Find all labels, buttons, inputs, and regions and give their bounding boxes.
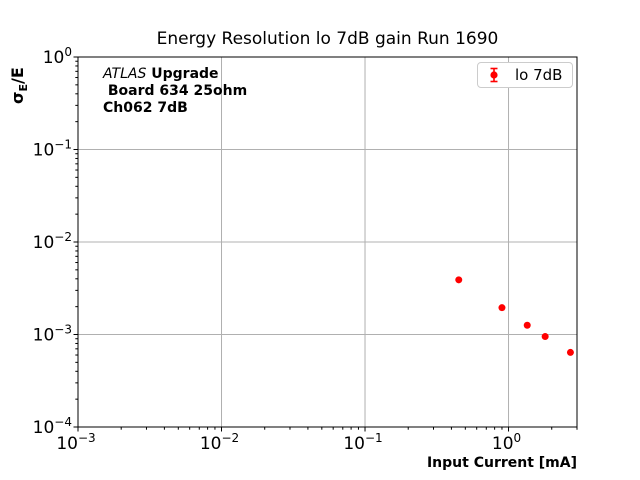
y-tick-labels: 10−4 10−3 10−2 10−1 100 — [33, 45, 72, 438]
svg-text:10−3: 10−3 — [56, 431, 95, 454]
x-axis-label: Input Current [mA] — [426, 455, 577, 471]
y-axis-label-rest: /E — [8, 67, 27, 85]
grid-lines — [78, 57, 577, 427]
data-point — [523, 321, 531, 329]
svg-text:10−1: 10−1 — [343, 431, 382, 454]
legend-label: lo 7dB — [515, 66, 563, 84]
data-point — [541, 333, 549, 341]
annotation-channel: Ch062 7dB — [103, 100, 188, 116]
svg-text:10−2: 10−2 — [33, 230, 72, 253]
data-point — [498, 304, 506, 312]
annotation-atlas: ATLAS — [103, 66, 147, 82]
annotation-board: Board 634 25ohm — [103, 83, 248, 99]
svg-text:10−1: 10−1 — [33, 138, 72, 161]
svg-text:100: 100 — [43, 45, 72, 68]
y-axis-label: σE/E — [8, 67, 30, 104]
svg-text:10−4: 10−4 — [33, 415, 72, 438]
data-point — [455, 276, 463, 284]
legend: lo 7dB — [477, 62, 573, 88]
chart-title: Energy Resolution lo 7dB gain Run 1690 — [156, 29, 499, 49]
y-axis-label-subscript: E — [17, 84, 31, 92]
axes-frame — [77, 56, 578, 428]
annotation-upgrade: Upgrade — [146, 66, 219, 82]
data-point — [566, 348, 574, 356]
x-tick-labels: 10−3 10−2 10−1 100 — [56, 431, 521, 454]
errorbar-marker-icon — [490, 67, 498, 83]
annotation-block: ATLAS Upgrade Board 634 25ohm Ch062 7dB — [103, 66, 247, 117]
svg-text:100: 100 — [492, 431, 521, 454]
svg-text:10−3: 10−3 — [33, 323, 72, 346]
svg-text:10−2: 10−2 — [200, 431, 239, 454]
y-axis-label-sigma: σ — [8, 91, 27, 104]
data-points — [455, 276, 574, 356]
